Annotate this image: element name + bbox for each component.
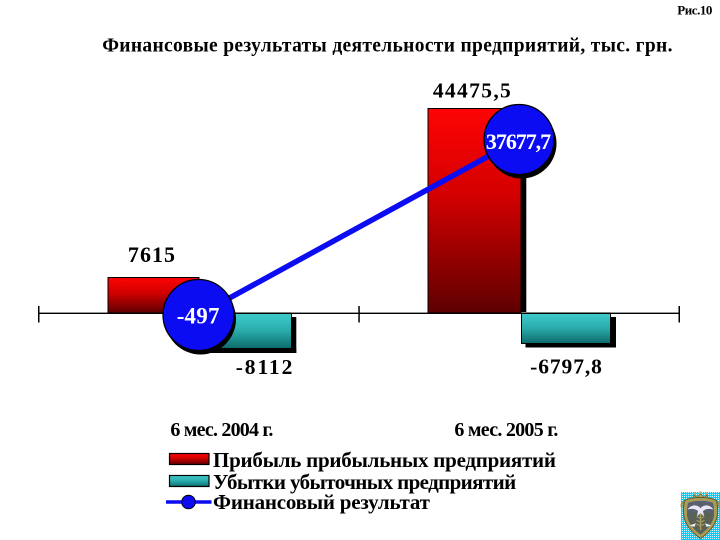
- svg-text:Финансовые результаты деятельн: Финансовые результаты деятельности предп…: [102, 36, 673, 57]
- svg-text:-497: -497: [177, 303, 220, 328]
- svg-text:37677,7: 37677,7: [486, 129, 551, 154]
- svg-text:44475,5: 44475,5: [433, 78, 512, 102]
- svg-text:6 мес. 2005 г.: 6 мес. 2005 г.: [454, 419, 558, 441]
- svg-text:-8112: -8112: [236, 355, 294, 379]
- svg-text:6 мес. 2004 г.: 6 мес. 2004 г.: [170, 419, 273, 441]
- svg-text:Финансовый результат: Финансовый результат: [213, 490, 431, 514]
- svg-text:Убытки убыточных предприятий: Убытки убыточных предприятий: [213, 470, 516, 494]
- svg-text:-6797,8: -6797,8: [530, 355, 603, 379]
- svg-text:Прибыль прибыльных предприятий: Прибыль прибыльных предприятий: [213, 448, 556, 472]
- svg-text:7615: 7615: [128, 242, 176, 267]
- svg-text:Рис.10: Рис.10: [677, 3, 712, 18]
